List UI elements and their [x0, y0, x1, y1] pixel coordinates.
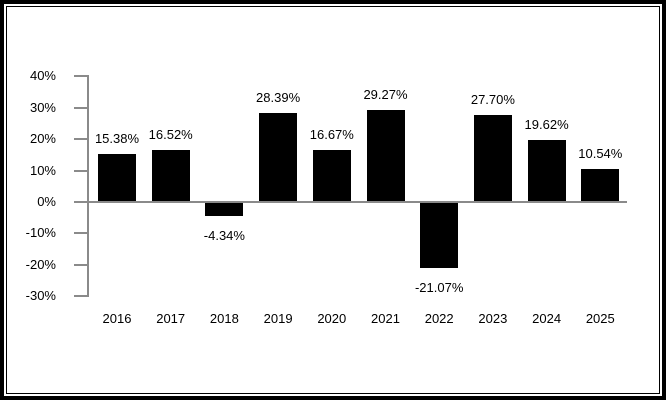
zero-baseline: [87, 201, 627, 203]
bar-2021: [366, 110, 405, 202]
y-axis-line: [87, 75, 89, 298]
y-tick-mark: [74, 138, 87, 141]
bar-2023: [473, 114, 512, 202]
bar-2017: [151, 150, 190, 202]
bar-2019: [259, 112, 298, 202]
y-axis-tick-label: 0%: [37, 194, 56, 209]
y-tick-mark: [74, 75, 87, 78]
y-tick-mark: [74, 232, 87, 235]
y-tick-mark: [74, 263, 87, 266]
bar-value-label-2018: -4.34%: [203, 227, 245, 243]
x-axis-label-2016: 2016: [102, 311, 132, 326]
bar-2024: [527, 140, 566, 202]
x-axis-label-2021: 2021: [371, 311, 400, 326]
y-axis-tick-label: 10%: [29, 162, 56, 178]
bar-2016: [98, 153, 136, 202]
bar-2022: [420, 202, 459, 269]
bar-value-label-2025: 10.54%: [578, 145, 623, 161]
bar-2025: [581, 168, 620, 202]
x-axis-label-2025: 2025: [585, 311, 615, 326]
x-axis-label-2023: 2023: [478, 311, 508, 326]
y-tick-mark: [74, 295, 87, 298]
x-axis-label-2022: 2022: [424, 311, 454, 326]
y-axis-tick-label: 30%: [29, 99, 56, 115]
y-axis-tick-label: -30%: [25, 288, 56, 304]
bar-value-label-2017: 16.52%: [148, 127, 193, 143]
x-axis-label-2018: 2018: [209, 311, 239, 326]
bar-2018: [205, 202, 244, 216]
bar-value-label-2023: 27.70%: [470, 91, 515, 107]
y-axis-tick-label: 20%: [29, 131, 56, 147]
bar-value-label-2022: -21.07%: [414, 280, 464, 296]
y-tick-mark: [74, 201, 87, 203]
bar-value-label-2021: 29.27%: [363, 87, 408, 102]
bar-2020: [312, 149, 351, 202]
bar-value-label-2024: 19.62%: [524, 117, 569, 133]
bar-value-label-2016: 15.38%: [94, 130, 140, 146]
x-axis-label-2024: 2024: [532, 311, 562, 326]
x-axis-label-2017: 2017: [156, 311, 186, 326]
y-axis-tick-label: -10%: [25, 225, 56, 241]
bar-value-label-2020: 16.67%: [309, 126, 354, 142]
x-axis-label-2020: 2020: [317, 311, 347, 326]
y-tick-mark: [74, 169, 87, 172]
x-axis-label-2019: 2019: [263, 311, 293, 326]
bar-value-label-2019: 28.39%: [256, 89, 301, 105]
y-axis-tick-label: -20%: [25, 256, 56, 272]
y-axis-tick-label: 40%: [29, 68, 56, 84]
y-tick-mark: [74, 106, 87, 109]
